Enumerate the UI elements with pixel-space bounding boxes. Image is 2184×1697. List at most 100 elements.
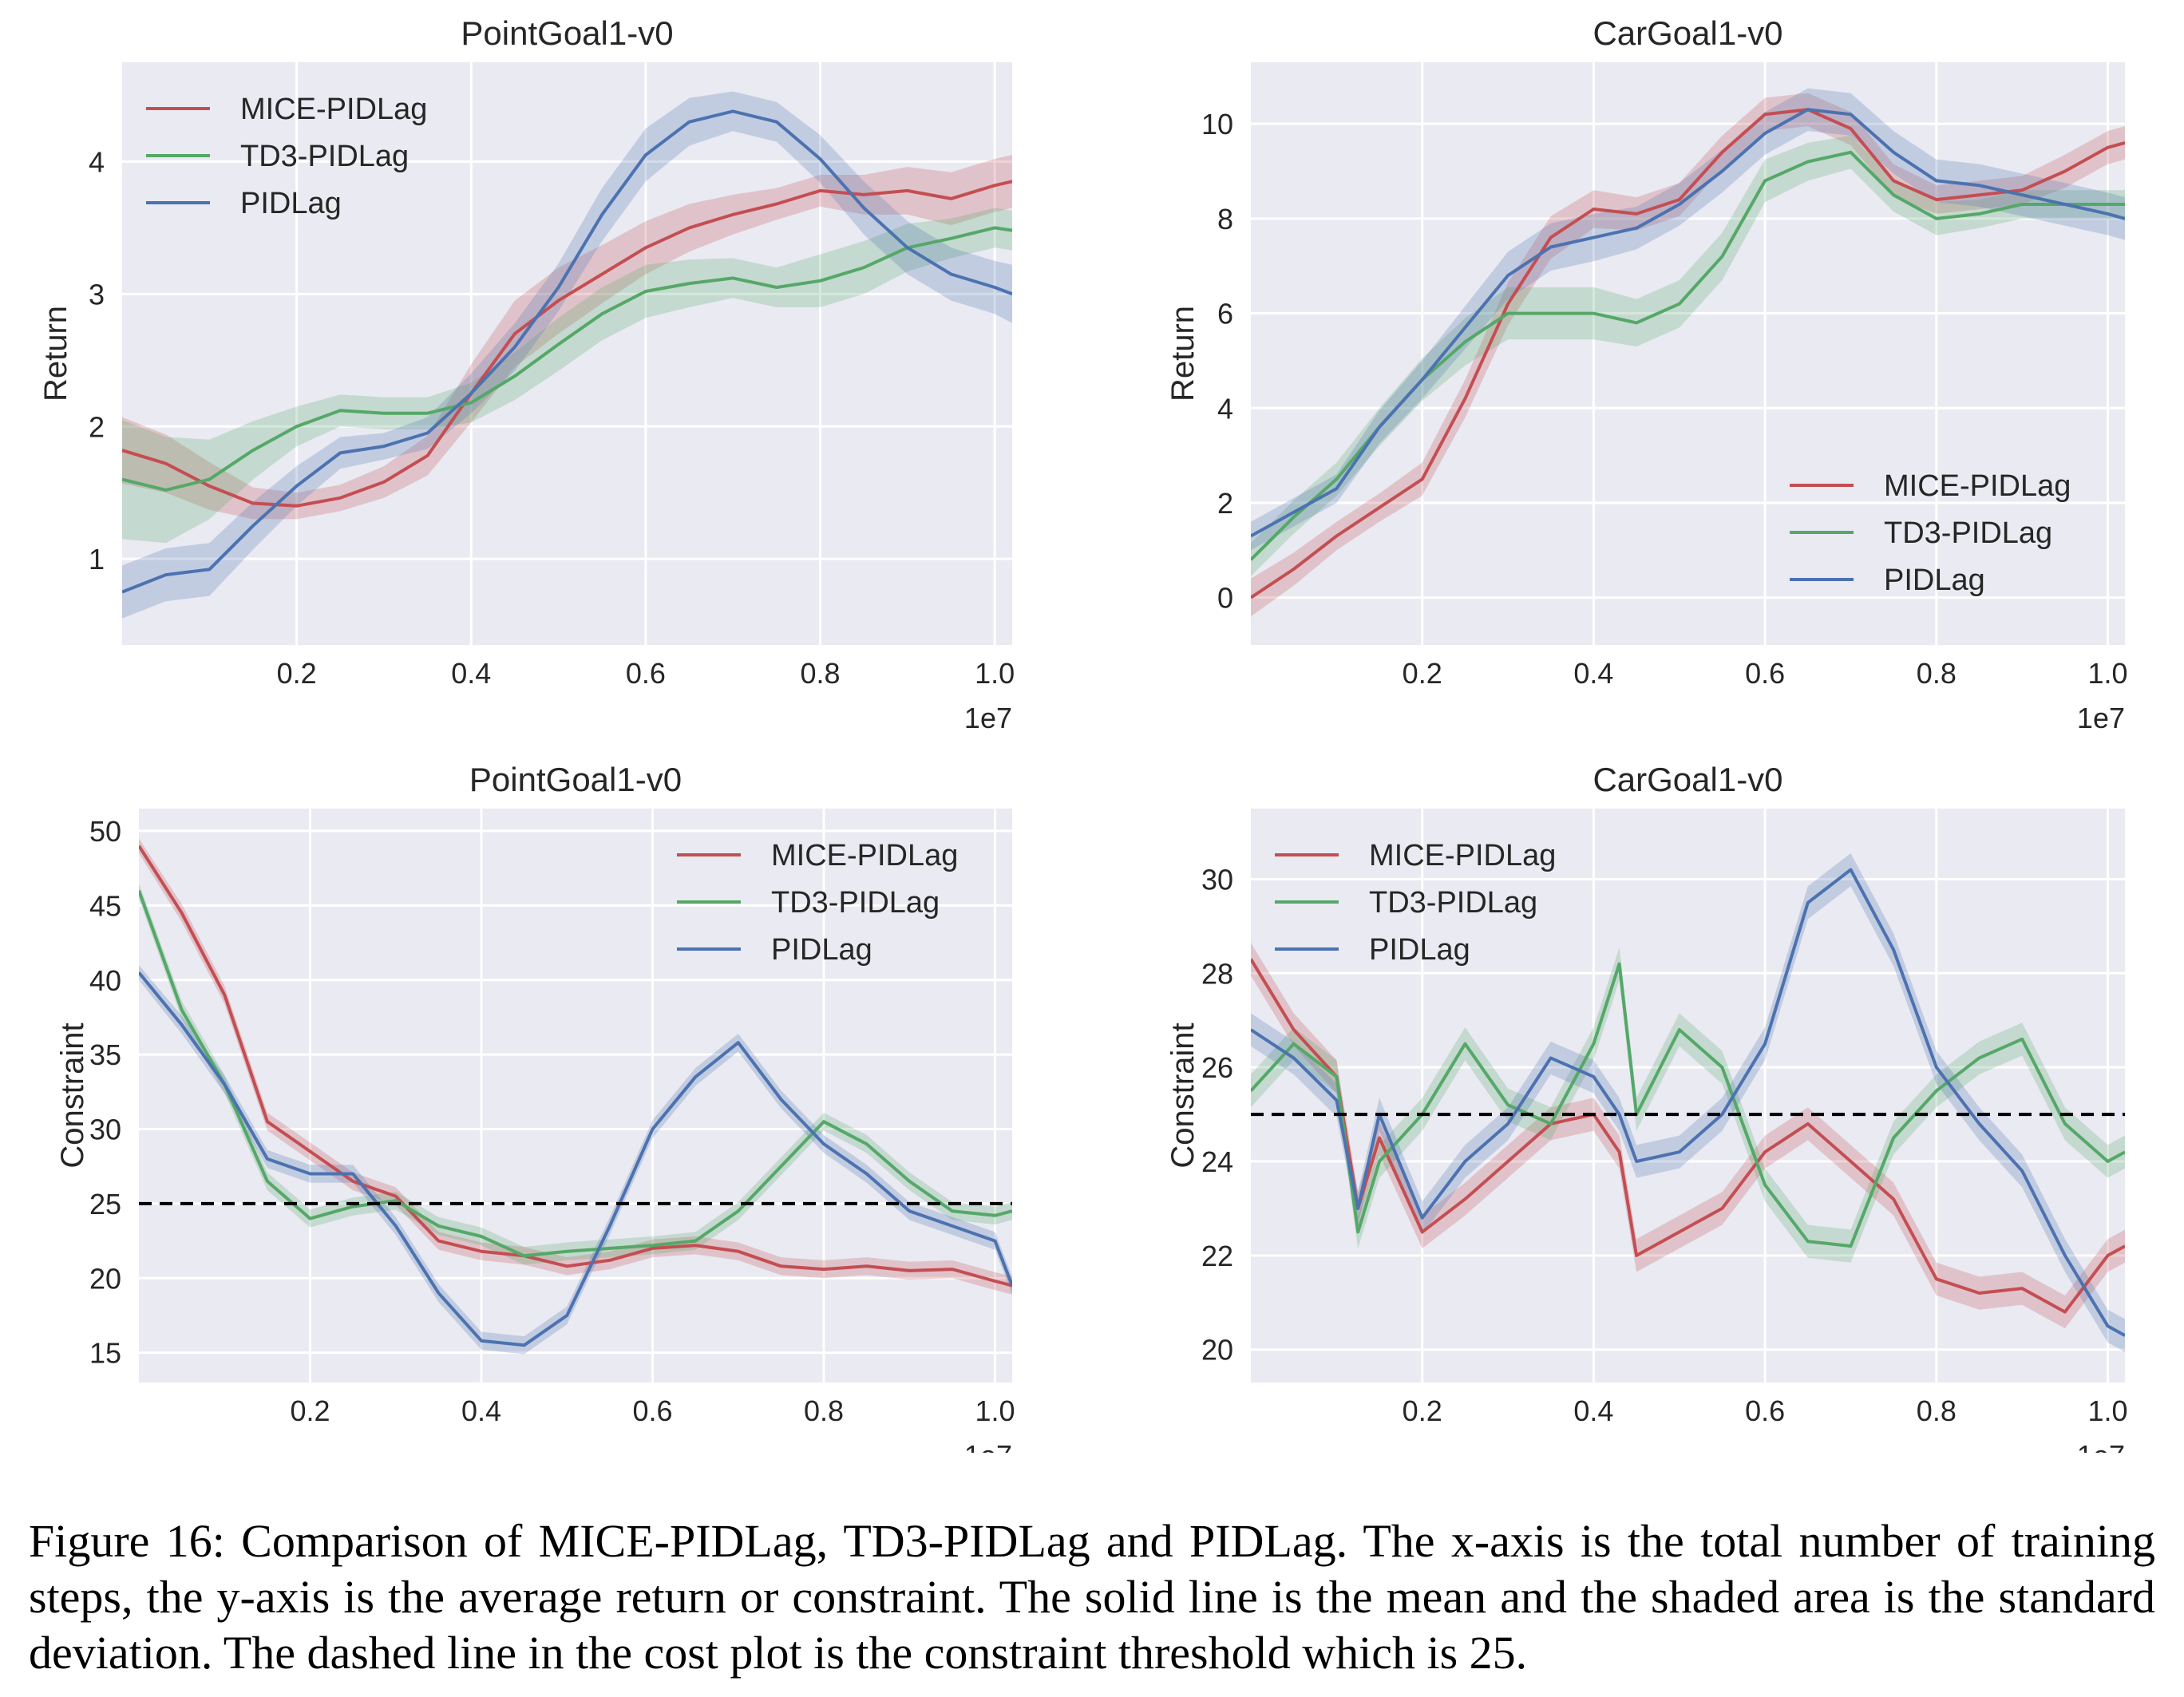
y-tick-label: 45 xyxy=(89,889,121,922)
x-scale-multiplier: 1e7 xyxy=(964,702,1012,734)
data-layer xyxy=(122,91,1012,619)
y-tick-label: 24 xyxy=(1201,1145,1233,1178)
y-axis-label: Constraint xyxy=(1165,1023,1201,1168)
series-line-td3-pidlag xyxy=(1251,962,2125,1248)
legend-label-mice-pidlag: MICE-PIDLag xyxy=(1884,469,2071,503)
y-tick-label: 26 xyxy=(1201,1051,1233,1084)
x-tick-label: 0.2 xyxy=(1403,657,1442,690)
y-tick-label: 40 xyxy=(89,964,121,997)
chart-title: CarGoal1-v0 xyxy=(1592,14,1782,52)
y-tick-label: 2 xyxy=(1217,487,1233,520)
x-scale-multiplier: 1e7 xyxy=(2077,1439,2125,1453)
x-scale-multiplier: 1e7 xyxy=(2077,702,2125,734)
chart-pointgoal-return: PointGoal1-v0 Return 0.2 0.4 0.6 0.8 1.0 1 2 3 4 1e… xyxy=(38,14,1015,734)
x-tick-label: 0.6 xyxy=(633,1394,673,1427)
y-tick-label: 28 xyxy=(1201,957,1233,990)
std-band-td3-pidlag xyxy=(1251,947,2125,1263)
y-tick-label: 35 xyxy=(89,1038,121,1071)
x-tick-label: 1.0 xyxy=(2088,1394,2128,1427)
legend-label-mice-pidlag: MICE-PIDLag xyxy=(1369,839,1556,872)
plot-area xyxy=(1251,809,2125,1383)
y-axis-label: Return xyxy=(1165,306,1201,402)
y-tick-label: 20 xyxy=(89,1262,121,1295)
plot-area xyxy=(1251,62,2125,645)
x-tick-label: 1.0 xyxy=(2088,657,2128,690)
chart-cargoal-constraint: CarGoal1-v0 Constraint 0.2 0.4 0.6 0.8 1.0 20 22… xyxy=(1165,761,2128,1453)
std-band-pidlag xyxy=(139,965,1012,1355)
legend-label-td3-pidlag: TD3-PIDLag xyxy=(240,140,409,173)
x-tick-label: 0.8 xyxy=(1917,1394,1956,1427)
series-line-pidlag xyxy=(1251,868,2125,1337)
y-tick-label: 30 xyxy=(1201,863,1233,896)
chart-title: PointGoal1-v0 xyxy=(469,761,682,798)
figure: PointGoal1-v0 Return 0.2 0.4 0.6 0.8 1.0 1 2 3 4 1e… xyxy=(38,14,2128,1453)
legend-label-mice-pidlag: MICE-PIDLag xyxy=(771,839,958,872)
legend-label-pidlag: PIDLag xyxy=(240,187,342,220)
legend-label-pidlag: PIDLag xyxy=(1369,933,1470,967)
y-axis-label: Constraint xyxy=(55,1023,90,1168)
series-line-td3-pidlag xyxy=(122,226,1012,492)
x-tick-label: 0.2 xyxy=(277,657,317,690)
y-tick-label: 10 xyxy=(1201,108,1233,140)
std-band-pidlag xyxy=(1251,853,2125,1352)
legend-label-pidlag: PIDLag xyxy=(1884,564,1985,597)
y-tick-label: 15 xyxy=(89,1337,121,1370)
x-tick-label: 1.0 xyxy=(975,1394,1015,1427)
std-band-td3-pidlag xyxy=(1251,136,2125,576)
y-tick-label: 2 xyxy=(89,410,105,443)
figure-caption: Figure 16: Comparison of MICE-PIDLag, TD… xyxy=(29,1515,2155,1679)
data-layer xyxy=(1251,853,2125,1352)
x-tick-label: 0.4 xyxy=(1573,1394,1613,1427)
y-tick-label: 20 xyxy=(1201,1334,1233,1367)
legend-label-td3-pidlag: TD3-PIDLag xyxy=(1369,886,1537,920)
x-tick-label: 0.2 xyxy=(290,1394,330,1427)
y-tick-label: 4 xyxy=(1217,392,1233,425)
data-layer xyxy=(139,838,1012,1355)
std-band-td3-pidlag xyxy=(122,208,1012,544)
x-tick-label: 0.4 xyxy=(451,657,491,690)
chart-pointgoal-constraint: PointGoal1-v0 Constraint 0.2 0.4 0.6 0.8 1.0 15… xyxy=(55,761,1015,1453)
plot-area xyxy=(139,809,1012,1383)
series-line-mice-pidlag xyxy=(139,845,1012,1288)
y-tick-label: 25 xyxy=(89,1188,121,1220)
x-tick-label: 0.6 xyxy=(1745,1394,1785,1427)
x-tick-label: 0.2 xyxy=(1403,1394,1442,1427)
y-axis-label: Return xyxy=(38,306,73,402)
y-tick-label: 30 xyxy=(89,1114,121,1146)
x-tick-label: 0.6 xyxy=(1745,657,1785,690)
y-tick-label: 4 xyxy=(89,145,105,178)
data-layer xyxy=(1251,88,2125,617)
y-tick-label: 22 xyxy=(1201,1240,1233,1272)
x-tick-label: 1.0 xyxy=(975,657,1015,690)
legend-label-mice-pidlag: MICE-PIDLag xyxy=(240,93,427,126)
x-tick-label: 0.4 xyxy=(461,1394,501,1427)
x-tick-label: 0.8 xyxy=(800,657,840,690)
series-line-td3-pidlag xyxy=(139,890,1012,1258)
x-tick-label: 0.6 xyxy=(626,657,666,690)
x-tick-label: 0.8 xyxy=(1917,657,1956,690)
series-line-pidlag xyxy=(122,109,1012,594)
y-tick-label: 3 xyxy=(89,278,105,311)
chart-cargoal-return: CarGoal1-v0 Return 0.2 0.4 0.6 0.8 1.0 0 2 4 6 8 10 1… xyxy=(1165,14,2128,734)
series-line-pidlag xyxy=(1251,108,2125,538)
y-tick-label: 50 xyxy=(89,815,121,848)
series-line-pidlag xyxy=(139,971,1012,1347)
y-tick-label: 8 xyxy=(1217,203,1233,235)
series-line-mice-pidlag xyxy=(1251,958,2125,1314)
chart-title: CarGoal1-v0 xyxy=(1592,761,1782,798)
legend-label-td3-pidlag: TD3-PIDLag xyxy=(771,886,940,920)
x-tick-label: 0.4 xyxy=(1573,657,1613,690)
std-band-mice-pidlag xyxy=(122,155,1012,520)
y-tick-label: 6 xyxy=(1217,298,1233,330)
std-band-pidlag xyxy=(1251,88,2125,551)
series-line-mice-pidlag xyxy=(1251,108,2125,599)
x-scale-multiplier: 1e7 xyxy=(964,1439,1012,1453)
chart-title: PointGoal1-v0 xyxy=(461,14,673,52)
plot-area xyxy=(122,62,1012,645)
legend-label-td3-pidlag: TD3-PIDLag xyxy=(1884,516,2052,550)
y-tick-label: 1 xyxy=(89,543,105,576)
y-tick-label: 0 xyxy=(1217,582,1233,615)
std-band-mice-pidlag xyxy=(1251,943,2125,1329)
legend-label-pidlag: PIDLag xyxy=(771,933,872,967)
x-tick-label: 0.8 xyxy=(804,1394,844,1427)
